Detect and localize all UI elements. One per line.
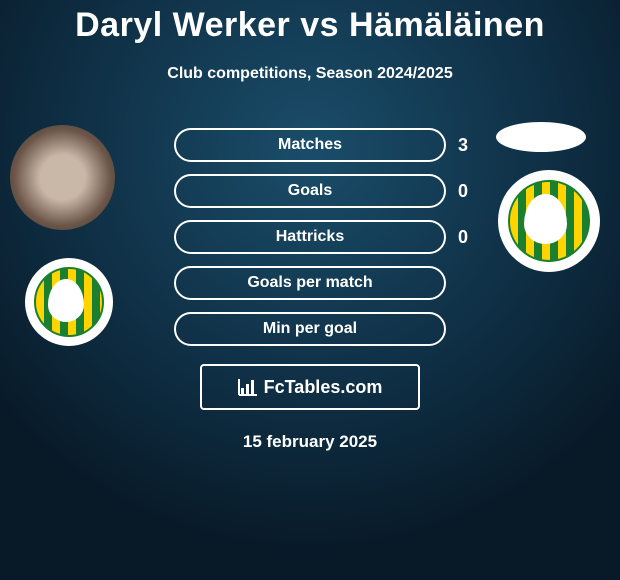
stats-list: Matches 3 Goals 0 Hattricks 0 Goals per … [140,128,480,346]
player1-club-badge [25,258,113,346]
stat-label: Hattricks [276,228,344,246]
stat-right-value: 0 [446,227,480,248]
player1-name: Daryl Werker [75,6,290,44]
stat-label: Goals per match [247,274,372,292]
stat-right-value: 3 [446,135,480,156]
stat-label: Goals [288,182,332,200]
branding-text: FcTables.com [264,377,383,398]
player2-club-badge [498,170,600,272]
stat-row: Matches 3 [140,128,480,162]
stat-row: Goals per match [140,266,480,300]
club-badge-icon [34,267,104,337]
stat-label-pill: Hattricks [174,220,446,254]
stat-right-value: 0 [446,181,480,202]
vs-text: vs [290,6,349,44]
stat-label-pill: Min per goal [174,312,446,346]
date-text: 15 february 2025 [0,432,620,452]
chart-icon [238,378,258,396]
stat-row: Goals 0 [140,174,480,208]
stat-label: Matches [278,136,342,154]
stat-row: Min per goal [140,312,480,346]
page-title: Daryl Werker vs Hämäläinen [0,0,620,45]
stat-label-pill: Goals [174,174,446,208]
player2-avatar [496,122,586,152]
player1-avatar [10,125,115,230]
comparison-card: Daryl Werker vs Hämäläinen Club competit… [0,0,620,580]
stat-label: Min per goal [263,320,357,338]
stat-row: Hattricks 0 [140,220,480,254]
stat-label-pill: Matches [174,128,446,162]
player2-name: Hämäläinen [349,6,545,44]
subtitle: Club competitions, Season 2024/2025 [0,65,620,83]
branding-box[interactable]: FcTables.com [200,364,420,410]
club-badge-icon [508,180,590,262]
stat-label-pill: Goals per match [174,266,446,300]
